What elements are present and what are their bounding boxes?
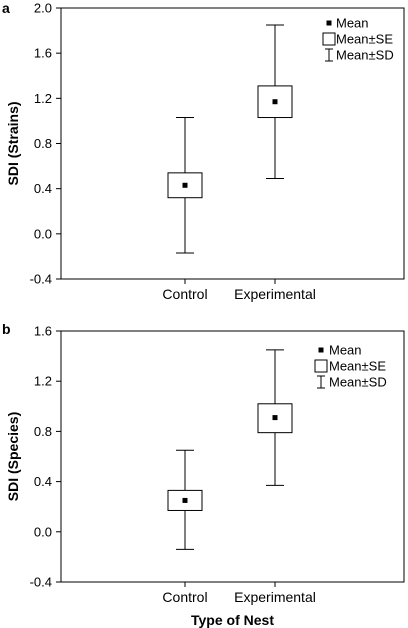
y-tick-label: 0.0 [34, 226, 52, 241]
legend-mean-symbol [318, 347, 324, 353]
box-experimental [257, 24, 293, 180]
panel-letter: a [2, 0, 10, 16]
panel-a: -0.4 0.0 0.4 0.8 1.2 1.6 2.0 Control Experimenta… [2, 0, 405, 302]
legend-se-label: Mean±SE [329, 359, 386, 374]
x-category-label: Experimental [234, 286, 316, 302]
x-category-label: Control [162, 589, 207, 605]
panel-b: -0.4 0.0 0.4 0.8 1.2 1.6 Control Experimental SD… [2, 321, 405, 628]
legend-se-label: Mean±SE [336, 32, 393, 47]
x-axis-label: Type of Nest [191, 612, 274, 628]
y-tick-label: 0.4 [34, 474, 52, 489]
y-axis-label: SDI (Species) [5, 412, 21, 501]
legend-mean-label: Mean [329, 343, 362, 358]
mean-marker [272, 415, 278, 421]
mean-marker [182, 182, 188, 188]
y-tick-label: 0.8 [34, 136, 52, 151]
y-tick-label: 1.6 [34, 46, 52, 61]
legend-mean-symbol [326, 20, 332, 26]
x-category-label: Control [162, 286, 207, 302]
y-tick-label: 2.0 [34, 1, 52, 16]
y-tick-label: 1.6 [34, 324, 52, 339]
legend-mean-label: Mean [336, 16, 369, 31]
y-tick-label: 0.4 [34, 181, 52, 196]
y-tick-label: 1.2 [34, 91, 52, 106]
legend-se-symbol [322, 32, 336, 46]
y-tick-label: 1.2 [34, 374, 52, 389]
box-control [167, 117, 203, 254]
y-tick-label: 0.8 [34, 424, 52, 439]
y-tick-label: -0.4 [30, 272, 52, 287]
box-experimental [257, 349, 293, 486]
mean-marker [182, 497, 188, 503]
box-control [167, 449, 203, 550]
panel-letter: b [2, 321, 11, 337]
legend-sd-label: Mean±SD [336, 48, 394, 63]
y-tick-label: 0.0 [34, 524, 52, 539]
legend-sd-label: Mean±SD [329, 375, 387, 390]
mean-marker [272, 99, 278, 105]
y-axis-label: SDI (Strains) [5, 101, 21, 185]
x-category-label: Experimental [234, 589, 316, 605]
plot-frame [60, 330, 405, 583]
y-tick-label: -0.4 [30, 575, 52, 590]
legend-se-symbol [314, 359, 328, 373]
